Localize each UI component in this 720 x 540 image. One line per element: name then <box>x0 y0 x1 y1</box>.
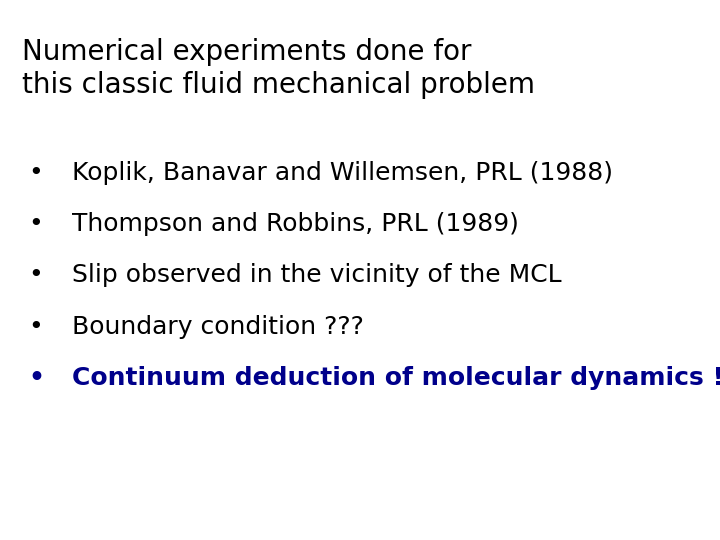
Text: Numerical experiments done for
this classic fluid mechanical problem: Numerical experiments done for this clas… <box>22 38 534 99</box>
Text: Boundary condition ???: Boundary condition ??? <box>72 315 364 339</box>
Text: •: • <box>29 212 43 236</box>
Text: •: • <box>29 264 43 287</box>
Text: •: • <box>29 161 43 185</box>
Text: Koplik, Banavar and Willemsen, PRL (1988): Koplik, Banavar and Willemsen, PRL (1988… <box>72 161 613 185</box>
Text: Slip observed in the vicinity of the MCL: Slip observed in the vicinity of the MCL <box>72 264 562 287</box>
Text: •: • <box>29 315 43 339</box>
Text: •: • <box>28 366 44 390</box>
Text: Continuum deduction of molecular dynamics !: Continuum deduction of molecular dynamic… <box>72 366 720 390</box>
Text: Thompson and Robbins, PRL (1989): Thompson and Robbins, PRL (1989) <box>72 212 519 236</box>
